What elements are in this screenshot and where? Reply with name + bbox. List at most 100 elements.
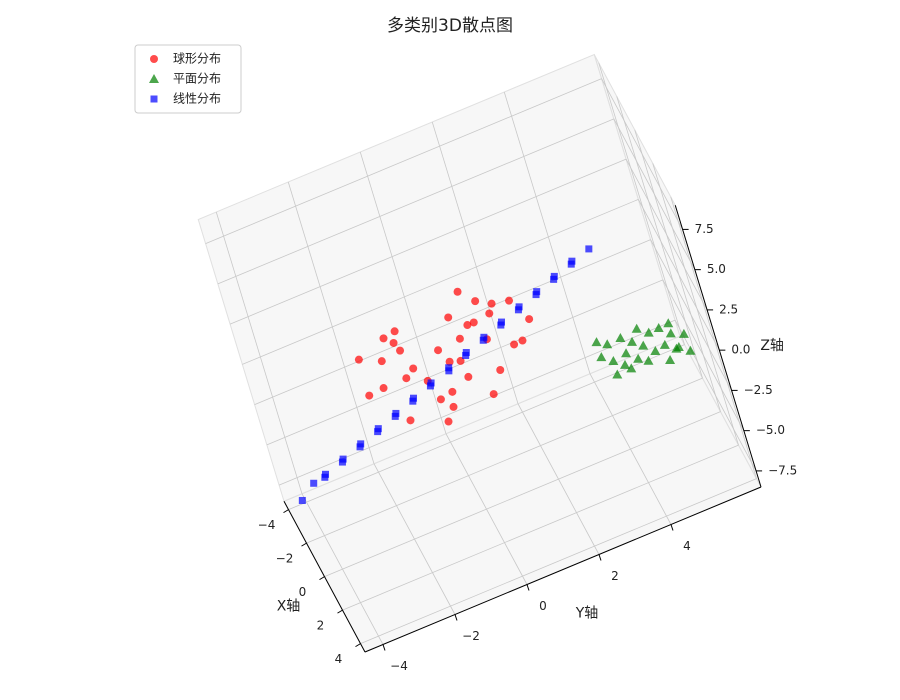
- point: [480, 333, 488, 341]
- grid-line: [431, 121, 519, 404]
- grid-line: [266, 279, 664, 446]
- tick-mark: [301, 542, 307, 547]
- grid-line: [215, 211, 303, 494]
- tick-mark: [355, 643, 361, 648]
- point: [379, 384, 388, 393]
- grid-line: [205, 78, 602, 245]
- axis-line: [364, 486, 762, 653]
- point: [396, 346, 405, 355]
- point: [310, 479, 318, 487]
- grid-line: [503, 91, 591, 374]
- grid-line: [652, 163, 739, 446]
- x-axis-label: X轴: [277, 599, 301, 615]
- grid-line: [598, 62, 685, 345]
- legend-label: 平面分布: [173, 72, 221, 86]
- point: [444, 417, 453, 426]
- point: [515, 303, 523, 311]
- point: [402, 374, 411, 383]
- grid-line: [342, 444, 739, 611]
- point: [533, 288, 541, 296]
- point: [596, 352, 607, 362]
- grid-line: [242, 199, 639, 365]
- point: [673, 341, 684, 351]
- point: [602, 339, 613, 349]
- tick-label: −5.0: [756, 423, 785, 437]
- tick-label: 5.0: [707, 262, 726, 276]
- point: [392, 409, 400, 417]
- grid-line: [601, 78, 683, 230]
- legend-marker: [149, 74, 159, 83]
- grid-line: [217, 118, 615, 285]
- point: [659, 339, 670, 349]
- point: [638, 340, 649, 350]
- tick-label: 4: [683, 539, 691, 553]
- point: [377, 357, 386, 366]
- point: [653, 322, 664, 332]
- legend-marker: [150, 55, 158, 63]
- point: [568, 257, 576, 265]
- point: [643, 327, 654, 337]
- grid-line: [637, 199, 720, 351]
- grid-line: [287, 181, 375, 464]
- point: [608, 356, 619, 366]
- y-axis-label: Y轴: [575, 606, 599, 622]
- point: [322, 470, 329, 478]
- legend-label: 线性分布: [173, 92, 221, 106]
- tick-label: −7.5: [768, 463, 797, 477]
- tick-label: −4: [258, 518, 276, 532]
- tick-label: 2: [611, 569, 619, 583]
- point: [663, 318, 674, 328]
- point: [619, 359, 630, 369]
- tick-mark: [598, 554, 602, 561]
- tick-label: 4: [335, 652, 343, 666]
- tick-label: 2: [317, 619, 325, 633]
- grid-line: [616, 96, 703, 379]
- point: [627, 336, 638, 346]
- grid-line: [254, 239, 651, 406]
- point: [389, 338, 398, 347]
- point: [379, 334, 388, 343]
- tick-label: 7.5: [695, 222, 714, 236]
- point: [550, 272, 558, 280]
- point: [615, 333, 626, 343]
- point: [485, 309, 494, 318]
- grid-line: [674, 319, 757, 472]
- grid-line: [445, 433, 528, 585]
- point: [453, 287, 462, 296]
- tick-label: −2: [276, 552, 294, 566]
- point: [410, 394, 417, 402]
- point: [665, 354, 676, 364]
- point: [298, 496, 306, 504]
- tick-label: 0.0: [731, 343, 750, 357]
- point: [510, 340, 519, 349]
- point: [496, 366, 505, 374]
- grid-line: [662, 279, 745, 431]
- point: [585, 245, 593, 253]
- point: [436, 395, 445, 404]
- point: [633, 353, 644, 363]
- grid-line: [625, 158, 708, 311]
- chart-title: 多类别3D散点图: [387, 16, 513, 36]
- point: [357, 440, 365, 448]
- tick-label: −2.5: [744, 383, 773, 397]
- point: [469, 318, 478, 327]
- point: [449, 402, 458, 411]
- tick-mark: [382, 644, 386, 651]
- grid-line: [360, 478, 757, 644]
- grid-line: [373, 463, 456, 615]
- tick-mark: [454, 614, 458, 621]
- grid-line: [306, 377, 703, 544]
- legend-box: [134, 44, 242, 114]
- point: [471, 297, 480, 306]
- tick-label: 2.5: [719, 302, 738, 316]
- point: [406, 416, 415, 425]
- point: [505, 296, 514, 305]
- grid-line: [301, 493, 384, 645]
- grid-line: [229, 158, 627, 325]
- grid-line: [650, 239, 732, 391]
- grid-line: [517, 403, 600, 555]
- point: [462, 349, 470, 357]
- point: [591, 337, 602, 347]
